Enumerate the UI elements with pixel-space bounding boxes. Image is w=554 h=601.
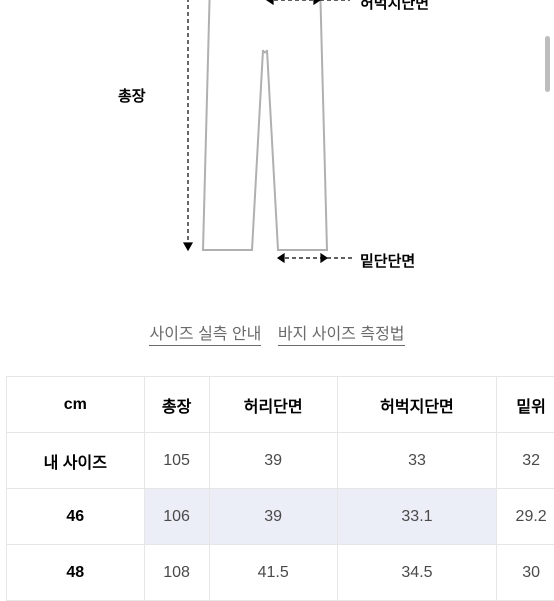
cell: 32 [497, 433, 554, 489]
guide-links: 사이즈 실측 안내 바지 사이즈 측정법 [0, 320, 554, 344]
cell: 108 [144, 545, 209, 601]
link-measure-guide[interactable]: 바지 사이즈 측정법 [278, 326, 405, 346]
col-header: 총장 [144, 377, 209, 433]
pants-outline-svg [170, 0, 370, 280]
table-row: 461063933.129.2 [7, 489, 554, 545]
cell: 29.2 [497, 489, 554, 545]
cell: 39 [209, 433, 337, 489]
cell: 105 [144, 433, 209, 489]
cell: 41.5 [209, 545, 337, 601]
cell: 106 [144, 489, 209, 545]
table-row: 4810841.534.530 [7, 545, 554, 601]
table-row: 내 사이즈105393332 [7, 433, 554, 489]
cell: 33 [337, 433, 497, 489]
cell: 39 [209, 489, 337, 545]
col-header: 허리단면 [209, 377, 337, 433]
table-header-row: cm 총장 허리단면 허벅지단면 밑위 [7, 377, 554, 433]
cell: 33.1 [337, 489, 497, 545]
label-hem: 밑단단면 [360, 250, 415, 271]
col-header: 허벅지단면 [337, 377, 497, 433]
scrollbar[interactable] [545, 36, 550, 92]
cell: 34.5 [337, 545, 497, 601]
col-header: 밑위 [497, 377, 554, 433]
row-label: 46 [7, 489, 145, 545]
unit-header: cm [7, 377, 145, 433]
row-label: 내 사이즈 [7, 433, 145, 489]
label-total-length: 총장 [118, 85, 146, 106]
pants-diagram: 허벅지단면 총장 밑단단면 [0, 0, 554, 300]
label-thigh: 허벅지단면 [360, 0, 429, 13]
cell: 30 [497, 545, 554, 601]
link-size-guide[interactable]: 사이즈 실측 안내 [149, 326, 261, 346]
size-table-wrap: cm 총장 허리단면 허벅지단면 밑위 내 사이즈105393332461063… [0, 376, 554, 601]
size-table: cm 총장 허리단면 허벅지단면 밑위 내 사이즈105393332461063… [6, 376, 554, 601]
row-label: 48 [7, 545, 145, 601]
